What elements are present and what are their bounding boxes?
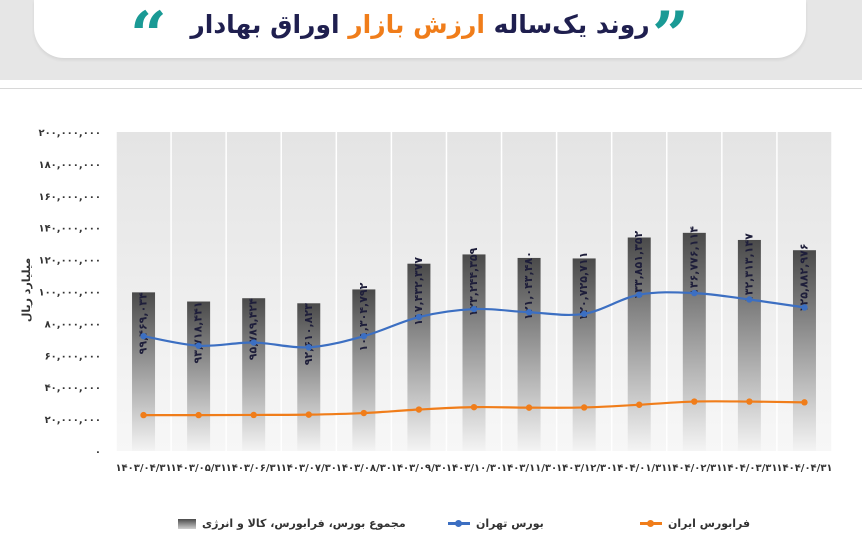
- legend-bar-gray-icon: [178, 518, 196, 529]
- y-tick-label: ۱۸۰,۰۰۰,۰۰۰: [38, 160, 101, 171]
- tehran-data-point: [195, 342, 202, 349]
- bar-data-label: ۹۹,۴۶۹,۰۳۴: [137, 292, 150, 354]
- title-suffix: اوراق بهادار: [190, 10, 349, 39]
- farabourse-data-point: [360, 409, 368, 417]
- y-tick-label: ۸۰,۰۰۰,۰۰۰: [45, 319, 101, 330]
- bar-data-label: ۱۱۷,۴۳۲,۳۷۷: [412, 257, 425, 326]
- farabourse-data-point: [250, 411, 257, 419]
- bar-data-label: ۱۲۰,۷۲۵,۷۱۱: [577, 252, 590, 321]
- farabourse-data-point: [415, 406, 423, 413]
- y-tick-label: ۶۰,۰۰۰,۰۰۰: [45, 351, 101, 362]
- bar-series: [132, 232, 816, 451]
- farabourse-data-point: [305, 411, 312, 418]
- tehran-data-point: [360, 332, 368, 340]
- x-tick-label: ۱۴۰۳/۰۴/۳۱: [115, 463, 171, 474]
- x-tick-label: ۱۴۰۴/۰۳/۳۱: [721, 463, 777, 474]
- tehran-data-point: [525, 309, 533, 316]
- x-tick-label: ۱۴۰۳/۰۹/۳۰: [391, 463, 447, 474]
- bar-data-label: ۹۵,۷۸۹,۴۲۴: [247, 298, 260, 360]
- tehran-data-point: [140, 332, 147, 340]
- quote-close-icon: ”: [652, 0, 689, 73]
- farabourse-data-point: [801, 399, 808, 406]
- legend-label-tehran: بورس تهران: [476, 517, 544, 530]
- tehran-data-point: [636, 291, 643, 298]
- tehran-data-point: [415, 313, 423, 321]
- bar: [242, 298, 266, 451]
- bar-data-label: ۱۳۲,۳۱۳,۱۴۷: [742, 233, 755, 302]
- title-banner: روند یک‌ساله ارزش بازار اوراق بهادار: [34, 0, 806, 58]
- x-tick-label: ۱۴۰۳/۱۲/۳۰: [556, 463, 612, 474]
- x-axis: ۱۴۰۳/۰۴/۳۱۱۴۰۳/۰۵/۳۱۱۴۰۳/۰۶/۳۱۱۴۰۳/۰۷/۳۰…: [115, 463, 832, 474]
- y-tick-label: ۰: [95, 447, 101, 458]
- quote-open-icon: “: [130, 0, 167, 73]
- farabourse-data-point: [636, 401, 643, 408]
- farabourse-data-point: [691, 398, 698, 405]
- bar-data-label: ۹۲,۶۱۰,۸۲۳: [302, 303, 315, 365]
- bar: [792, 250, 816, 451]
- farabourse-data-point: [140, 411, 147, 419]
- title-prefix: روند یک‌ساله: [484, 10, 650, 39]
- x-tick-label: ۱۴۰۴/۰۴/۳۱: [776, 463, 832, 474]
- bar: [517, 257, 541, 451]
- bar: [352, 289, 376, 451]
- bar: [407, 263, 431, 451]
- farabourse-data-point: [746, 398, 753, 405]
- x-tick-label: ۱۴۰۳/۰۶/۳۱: [226, 463, 282, 474]
- page-title: روند یک‌ساله ارزش بازار اوراق بهادار: [34, 10, 806, 39]
- x-tick-label: ۱۴۰۳/۰۸/۳۰: [336, 463, 392, 474]
- x-tick-label: ۱۴۰۴/۰۱/۳۱: [611, 463, 667, 474]
- bar-data-label: ۱۲۵,۸۸۲,۹۷۶: [797, 243, 810, 312]
- tehran-data-point: [250, 339, 257, 346]
- y-tick-label: ۲۰,۰۰۰,۰۰۰: [45, 415, 101, 426]
- farabourse-data-point: [525, 404, 533, 411]
- y-tick-label: ۲۰۰,۰۰۰,۰۰۰: [38, 128, 101, 139]
- bar: [187, 301, 211, 451]
- bar-data-label: ۱۳۶,۷۷۶,۱۱۴: [687, 226, 700, 295]
- bar: [737, 239, 761, 451]
- legend-item-tehran: بورس تهران: [448, 517, 544, 530]
- y-axis: ۰ ۲۰,۰۰۰,۰۰۰ ۴۰,۰۰۰,۰۰۰ ۶۰,۰۰۰,۰۰۰ ۸۰,۰۰۰,۰۰…: [38, 128, 101, 458]
- bar-labels: ۹۹,۴۶۹,۰۳۴ ۹۳,۷۱۸,۴۴۱ ۹۵,۷۸۹,۴۲۴ ۹۲,۶۱۰,۸۲۳…: [137, 226, 811, 366]
- x-tick-label: ۱۴۰۴/۰۲/۳۱: [666, 463, 722, 474]
- bar: [627, 237, 651, 451]
- tehran-data-point: [580, 310, 588, 318]
- line-series: [140, 289, 808, 419]
- title-highlight: ارزش بازار: [348, 10, 485, 39]
- bar-data-label: ۹۳,۷۱۸,۴۴۱: [192, 301, 205, 363]
- legend-line-orange-icon: [640, 520, 662, 527]
- x-tick-label: ۱۴۰۳/۰۵/۳۱: [171, 463, 227, 474]
- farabourse-data-point: [195, 411, 202, 419]
- farabourse-data-point: [580, 404, 588, 411]
- bar: [682, 232, 706, 451]
- tehran-data-point: [801, 304, 808, 311]
- y-tick-label: ۴۰,۰۰۰,۰۰۰: [45, 383, 101, 394]
- bar-data-label: ۱۲۱,۰۴۳,۴۸۰: [522, 251, 535, 320]
- legend-label-farabourse: فرابورس ایران: [668, 517, 751, 530]
- y-axis-label: میلیارد ریال: [20, 258, 33, 322]
- legend-line-blue-icon: [448, 520, 470, 527]
- tehran-data-point: [470, 305, 478, 313]
- bar-data-label: ۱۰۱,۳۰۴,۷۹۲: [357, 282, 370, 351]
- legend-label-total: مجموع بورس، فرابورس، کالا و انرژی: [202, 517, 406, 530]
- legend-item-farabourse: فرابورس ایران: [640, 517, 750, 530]
- y-tick-label: ۱۴۰,۰۰۰,۰۰۰: [38, 224, 101, 235]
- x-tick-label: ۱۴۰۳/۱۰/۳۰: [446, 463, 502, 474]
- bar: [572, 258, 596, 451]
- farabourse-data-point: [470, 403, 478, 411]
- tehran-data-point: [305, 344, 312, 351]
- tehran-data-point: [746, 296, 753, 303]
- legend-item-total: مجموع بورس، فرابورس، کالا و انرژی: [178, 517, 406, 530]
- bar-data-label: ۱۲۳,۲۴۴,۳۵۹: [467, 247, 480, 316]
- x-tick-label: ۱۴۰۳/۰۷/۳۰: [281, 463, 337, 474]
- y-tick-label: ۱۲۰,۰۰۰,۰۰۰: [38, 256, 101, 267]
- bar-data-label: ۱۳۳,۸۵۱,۳۵۲: [632, 230, 645, 299]
- tehran-data-point: [691, 289, 698, 297]
- y-tick-label: ۱۶۰,۰۰۰,۰۰۰: [38, 192, 101, 203]
- bar: [132, 292, 156, 451]
- y-tick-label: ۱۰۰,۰۰۰,۰۰۰: [38, 288, 101, 299]
- bar: [462, 254, 486, 451]
- x-tick-label: ۱۴۰۳/۱۱/۳۰: [501, 463, 557, 474]
